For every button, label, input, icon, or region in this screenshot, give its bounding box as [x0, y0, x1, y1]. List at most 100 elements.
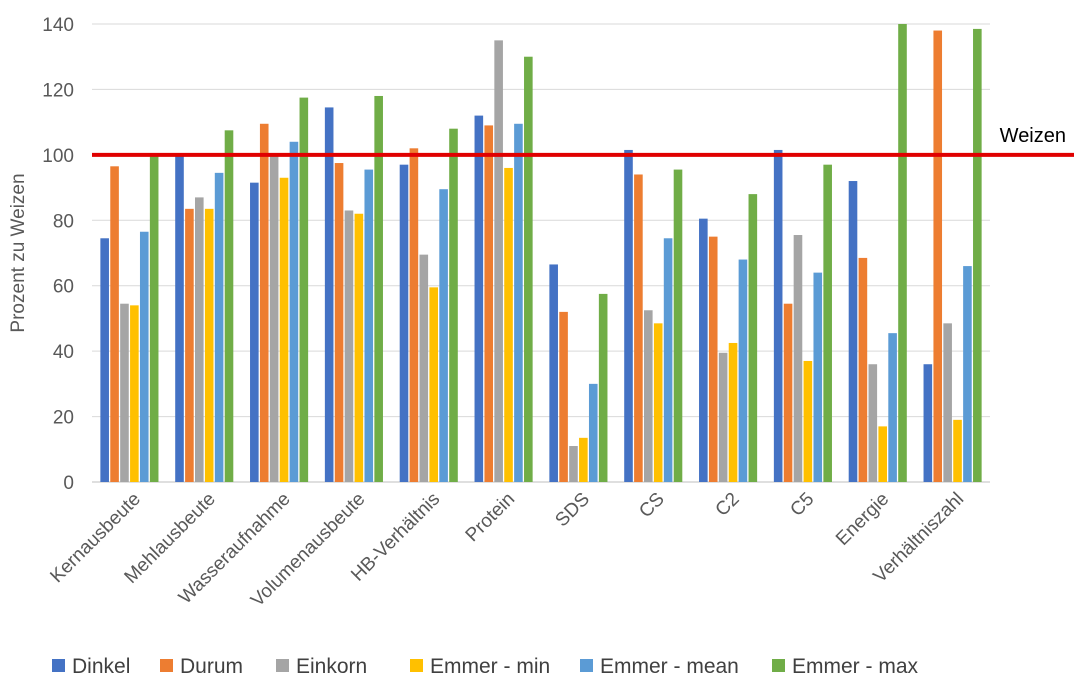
- legend-swatch-emmer-max: [772, 659, 785, 672]
- bar-einkorn-energie: [868, 364, 878, 482]
- bar-durum-hb-verhältnis: [409, 148, 419, 483]
- bar-emmer-max-verhältniszahl: [973, 28, 982, 483]
- bar-emmer-max-mehlausbeute: [224, 130, 234, 483]
- bar-emmer-mean-protein: [514, 123, 523, 483]
- bar-emmer-mean-verhältniszahl: [963, 266, 972, 482]
- bar-durum-kernausbeute: [110, 166, 119, 483]
- bar-emmer-min-energie: [878, 426, 887, 482]
- bar-emmer-max-cs: [673, 169, 683, 483]
- bar-emmer-min-kernausbeute: [130, 305, 139, 482]
- bar-dinkel-cs: [624, 149, 633, 482]
- bar-dinkel-c2: [699, 218, 708, 482]
- bar-emmer-min-volumenausbeute: [354, 213, 364, 482]
- bar-dinkel-kernausbeute: [100, 238, 109, 482]
- bar-emmer-max-sds: [598, 293, 608, 482]
- legend-swatch-emmer-mean: [580, 659, 593, 672]
- y-tick-label: 0: [63, 473, 74, 494]
- legend-swatch-einkorn: [276, 659, 289, 672]
- bar-emmer-max-volumenausbeute: [374, 95, 383, 482]
- x-tick-label: SDS: [551, 489, 593, 531]
- bar-emmer-max-energie: [898, 24, 907, 482]
- legend-label-emmer-mean: Emmer - mean: [600, 655, 739, 678]
- bar-einkorn-c2: [718, 352, 728, 482]
- bar-einkorn-volumenausbeute: [344, 210, 354, 482]
- bar-einkorn-c5: [793, 235, 803, 482]
- bars: [100, 24, 982, 483]
- bar-durum-cs: [634, 174, 643, 482]
- bar-emmer-min-verhältniszahl: [953, 419, 962, 482]
- x-axis-tick-labels: KernausbeuteMehlausbeuteWasseraufnahmeVo…: [46, 489, 968, 611]
- bar-durum-verhältniszahl: [933, 30, 943, 483]
- legend-swatch-emmer-min: [410, 659, 423, 672]
- bar-durum-energie: [858, 257, 868, 482]
- bar-emmer-mean-kernausbeute: [139, 231, 149, 482]
- legend-label-emmer-min: Emmer - min: [430, 655, 550, 678]
- bar-durum-volumenausbeute: [334, 163, 344, 483]
- legend: Dinkel Durum Einkorn Emmer - min Emmer - mea…: [52, 655, 919, 678]
- y-tick-label: 80: [53, 211, 74, 232]
- bar-emmer-mean-energie: [888, 333, 897, 482]
- bar-dinkel-mehlausbeute: [175, 154, 184, 482]
- bar-emmer-mean-volumenausbeute: [364, 169, 374, 483]
- bar-emmer-min-c2: [728, 342, 738, 482]
- bar-einkorn-cs: [644, 310, 653, 482]
- legend-label-einkorn: Einkorn: [296, 655, 367, 678]
- legend-swatch-durum: [160, 659, 173, 672]
- y-tick-label: 100: [42, 146, 74, 167]
- bar-durum-c2: [708, 236, 718, 482]
- bar-einkorn-sds: [569, 446, 578, 482]
- bar-durum-c5: [783, 303, 793, 482]
- legend-label-dinkel: Dinkel: [72, 655, 130, 678]
- bar-emmer-mean-cs: [663, 238, 673, 482]
- bar-durum-wasseraufnahme: [259, 123, 269, 483]
- bar-emmer-min-mehlausbeute: [204, 208, 214, 483]
- bar-einkorn-verhältniszahl: [943, 323, 952, 482]
- bar-durum-mehlausbeute: [185, 208, 194, 483]
- y-tick-label: 40: [53, 342, 74, 363]
- y-axis-title: Prozent zu Weizen: [8, 173, 29, 332]
- bar-dinkel-sds: [549, 264, 558, 482]
- bar-emmer-min-c5: [803, 360, 813, 482]
- bar-einkorn-wasseraufnahme: [269, 154, 279, 482]
- bar-emmer-mean-mehlausbeute: [214, 172, 224, 482]
- bar-dinkel-protein: [474, 115, 484, 482]
- bar-emmer-max-kernausbeute: [149, 154, 159, 482]
- x-tick-label: Protein: [462, 489, 519, 546]
- bar-emmer-max-wasseraufnahme: [299, 97, 309, 482]
- x-tick-label: Energie: [832, 489, 893, 550]
- bar-dinkel-wasseraufnahme: [250, 182, 259, 482]
- bar-dinkel-hb-verhältnis: [399, 164, 409, 482]
- bar-emmer-min-sds: [579, 437, 588, 482]
- y-tick-label: 60: [53, 277, 74, 298]
- reference-line-label: Weizen: [1000, 125, 1066, 147]
- bar-einkorn-hb-verhältnis: [419, 254, 429, 482]
- bar-dinkel-c5: [773, 149, 783, 482]
- bar-emmer-max-hb-verhältnis: [449, 128, 458, 482]
- y-axis-tick-labels: 0 20 40 60 80 100 120 140: [42, 15, 74, 494]
- legend-label-durum: Durum: [180, 655, 243, 678]
- bar-einkorn-protein: [494, 40, 503, 482]
- bar-emmer-min-hb-verhältnis: [429, 287, 438, 482]
- bar-dinkel-verhältniszahl: [923, 364, 933, 482]
- reference-line-group: Weizen: [92, 125, 1074, 157]
- bar-emmer-max-protein: [524, 56, 533, 482]
- bar-emmer-mean-hb-verhältnis: [439, 189, 448, 482]
- bar-emmer-mean-c2: [738, 259, 748, 482]
- bar-emmer-max-c2: [748, 194, 758, 482]
- bar-emmer-mean-c5: [813, 272, 823, 482]
- legend-swatch-dinkel: [52, 659, 65, 672]
- bar-emmer-max-c5: [823, 164, 832, 482]
- y-tick-label: 120: [42, 80, 74, 101]
- bar-emmer-mean-sds: [588, 383, 598, 482]
- bar-durum-protein: [484, 125, 494, 483]
- legend-label-emmer-max: Emmer - max: [792, 655, 919, 678]
- x-tick-label: C2: [712, 489, 744, 521]
- bar-einkorn-kernausbeute: [120, 303, 129, 482]
- bar-emmer-min-wasseraufnahme: [279, 177, 289, 482]
- bar-dinkel-energie: [848, 181, 858, 482]
- bar-einkorn-mehlausbeute: [195, 197, 204, 482]
- bar-emmer-mean-wasseraufnahme: [289, 141, 299, 482]
- bar-dinkel-volumenausbeute: [324, 107, 334, 483]
- x-tick-label: CS: [635, 489, 669, 523]
